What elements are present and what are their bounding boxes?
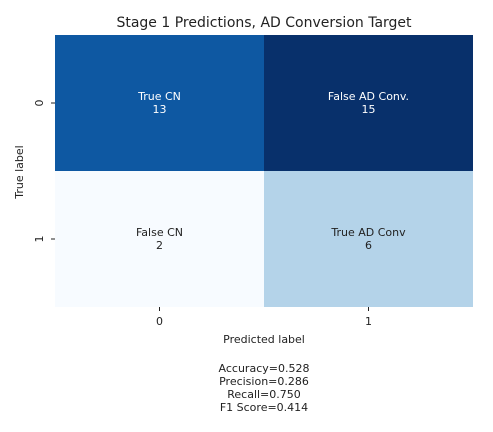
cell-category-label: False AD Conv. — [328, 90, 409, 103]
y-axis-label: True label — [13, 145, 26, 199]
cell-count-label: 2 — [156, 239, 163, 252]
metric-f1: F1 Score=0.414 — [220, 401, 308, 414]
x-axis-label: Predicted label — [223, 333, 305, 346]
metric-accuracy: Accuracy=0.528 — [219, 362, 310, 375]
cell-category-label: False CN — [136, 226, 183, 239]
heatmap-cell — [264, 35, 473, 171]
x-tick-label: 0 — [156, 315, 163, 328]
heatmap-cell — [264, 171, 473, 307]
cell-category-label: True AD Conv — [330, 226, 406, 239]
y-axis-ticks: 01 — [33, 100, 55, 243]
y-tick-label: 0 — [33, 100, 46, 107]
metric-precision: Precision=0.286 — [219, 375, 309, 388]
y-tick-label: 1 — [33, 236, 46, 243]
metrics-block: Accuracy=0.528 Precision=0.286 Recall=0.… — [219, 362, 310, 414]
metric-recall: Recall=0.750 — [227, 388, 301, 401]
x-tick-label: 1 — [365, 315, 372, 328]
chart-title: Stage 1 Predictions, AD Conversion Targe… — [116, 15, 412, 31]
cell-category-label: True CN — [137, 90, 181, 103]
cell-count-label: 13 — [153, 103, 167, 116]
heatmap-cell — [55, 35, 264, 171]
heatmap-cell — [55, 171, 264, 307]
cell-count-label: 6 — [365, 239, 372, 252]
cell-count-label: 15 — [362, 103, 376, 116]
